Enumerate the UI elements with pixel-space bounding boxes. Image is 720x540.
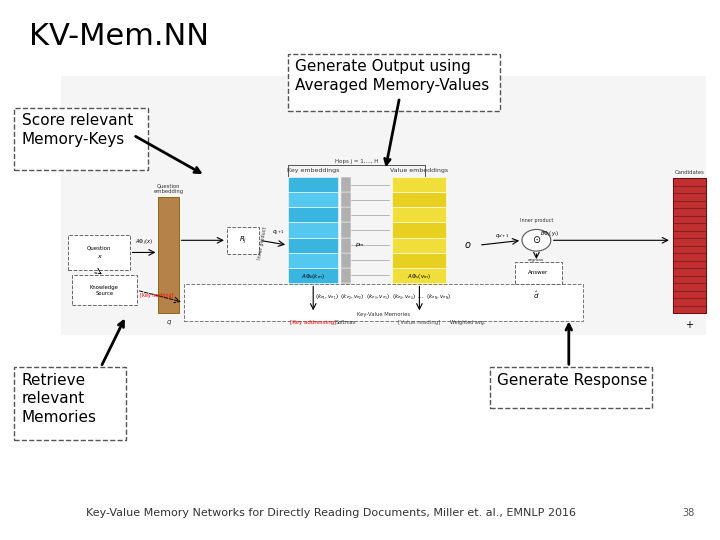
Circle shape xyxy=(522,230,551,251)
Bar xyxy=(392,222,446,238)
Bar xyxy=(341,177,351,192)
Bar xyxy=(288,298,338,313)
Text: [Key hashing]: [Key hashing] xyxy=(140,293,174,298)
Text: $(k_{e_1},v_{e_1})$  $(k_{e_2},v_{e_2})$  $(k_{e_3},v_{e_3})$  $(k_{e_4},v_{e_4}: $(k_{e_1},v_{e_1})$ $(k_{e_2},v_{e_2})$ … xyxy=(315,292,451,302)
Bar xyxy=(341,192,351,207)
Text: Weighted avg.: Weighted avg. xyxy=(450,320,486,325)
Bar xyxy=(392,298,446,313)
Text: 38: 38 xyxy=(683,508,695,518)
Text: ⊙: ⊙ xyxy=(532,235,541,245)
Bar xyxy=(288,207,338,222)
Text: Value embeddings: Value embeddings xyxy=(390,168,449,173)
Text: $R_j$: $R_j$ xyxy=(239,234,247,246)
Text: $A\Phi_j(x)$: $A\Phi_j(x)$ xyxy=(135,238,153,248)
Bar xyxy=(392,238,446,253)
Text: o: o xyxy=(465,240,471,250)
Text: $A\Phi_k(k_m)$: $A\Phi_k(k_m)$ xyxy=(302,272,325,281)
Bar xyxy=(288,177,338,192)
Bar xyxy=(341,268,351,283)
Text: q: q xyxy=(166,319,171,325)
Text: Key-Value Memory Networks for Directly Reading Documents, Miller et. al., EMNLP : Key-Value Memory Networks for Directly R… xyxy=(86,508,576,518)
Bar xyxy=(341,253,351,268)
Bar xyxy=(288,268,338,283)
Text: Key embeddings: Key embeddings xyxy=(287,168,339,173)
FancyBboxPatch shape xyxy=(490,367,652,408)
Bar xyxy=(673,178,706,313)
Text: Source: Source xyxy=(95,291,114,296)
Text: Knowledge: Knowledge xyxy=(90,285,119,289)
Text: Generate Response: Generate Response xyxy=(497,373,647,388)
Text: Key-Value Memories: Key-Value Memories xyxy=(357,312,410,317)
Bar xyxy=(288,283,338,298)
Bar xyxy=(288,253,338,268)
FancyBboxPatch shape xyxy=(14,367,126,440)
Text: Retrieve
relevant
Memories: Retrieve relevant Memories xyxy=(22,373,96,425)
Text: $p_m$: $p_m$ xyxy=(355,241,365,249)
Text: KV-Mem.NN: KV-Mem.NN xyxy=(29,22,209,51)
Text: Hops j = 1,..., H: Hops j = 1,..., H xyxy=(335,159,378,164)
Bar xyxy=(288,222,338,238)
Text: Softmax: Softmax xyxy=(336,320,356,325)
Text: $q_{j+1}$: $q_{j+1}$ xyxy=(272,228,285,238)
Text: $q_{d+1}$: $q_{d+1}$ xyxy=(495,232,509,240)
FancyBboxPatch shape xyxy=(68,235,130,270)
Bar xyxy=(341,298,351,313)
FancyBboxPatch shape xyxy=(14,108,148,170)
Bar xyxy=(392,192,446,207)
Text: Inner product: Inner product xyxy=(520,218,553,223)
Text: Answer: Answer xyxy=(528,270,549,275)
Text: $A\Phi_v(v_m)$: $A\Phi_v(v_m)$ xyxy=(408,272,431,281)
Text: Inner product: Inner product xyxy=(258,226,268,260)
Bar xyxy=(341,283,351,298)
FancyBboxPatch shape xyxy=(288,54,500,111)
Text: Candidates: Candidates xyxy=(675,170,704,175)
Text: $\hat{d}$: $\hat{d}$ xyxy=(534,290,539,301)
Text: +: + xyxy=(685,320,693,330)
Bar xyxy=(392,207,446,222)
Text: [Value reading]: [Value reading] xyxy=(398,320,441,325)
Text: Generate Output using
Averaged Memory-Values: Generate Output using Averaged Memory-Va… xyxy=(295,59,490,93)
Bar xyxy=(341,207,351,222)
Text: Score relevant
Memory-Keys: Score relevant Memory-Keys xyxy=(22,113,133,147)
Bar xyxy=(392,283,446,298)
Text: argmax
j=1,...,C: argmax j=1,...,C xyxy=(528,258,545,266)
Bar xyxy=(288,192,338,207)
Bar xyxy=(341,222,351,238)
Text: [Key addressing]: [Key addressing] xyxy=(290,320,336,325)
FancyBboxPatch shape xyxy=(515,262,562,284)
Bar xyxy=(341,238,351,253)
FancyBboxPatch shape xyxy=(184,284,583,321)
Bar xyxy=(61,76,706,335)
Bar xyxy=(158,197,179,313)
Text: x: x xyxy=(97,254,101,259)
FancyBboxPatch shape xyxy=(72,275,137,305)
Bar xyxy=(288,238,338,253)
Text: Question
embedding: Question embedding xyxy=(153,184,184,194)
FancyBboxPatch shape xyxy=(227,227,259,254)
Text: Question: Question xyxy=(86,246,112,251)
Bar xyxy=(392,253,446,268)
Text: $B\Phi_j(y_i)$: $B\Phi_j(y_i)$ xyxy=(540,230,559,240)
Bar xyxy=(392,268,446,283)
Bar xyxy=(392,177,446,192)
